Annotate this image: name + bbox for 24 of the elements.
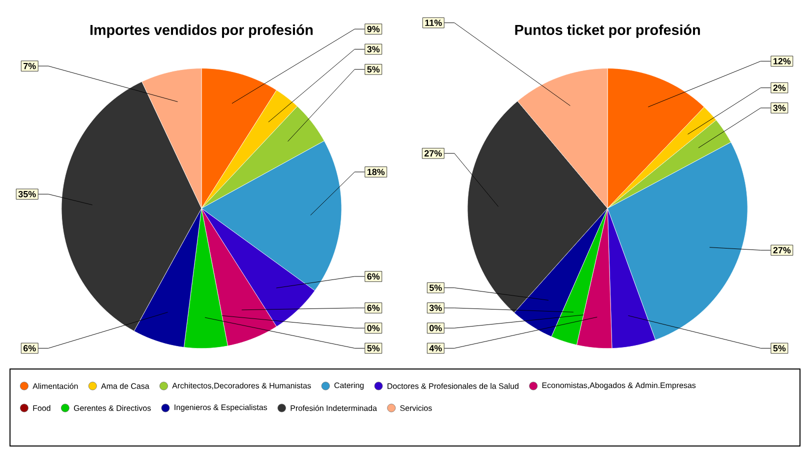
data-label: 12% xyxy=(774,58,791,64)
data-label: 27% xyxy=(773,247,791,254)
data-label: 11% xyxy=(425,20,442,26)
chart-title: Importes vendidos por profesión xyxy=(90,24,313,38)
data-label: 6% xyxy=(367,273,380,280)
data-label: 3% xyxy=(367,46,380,52)
data-label: 27% xyxy=(424,150,442,157)
data-label: 3% xyxy=(773,104,786,112)
data-label: 6% xyxy=(367,304,380,312)
data-label: 2% xyxy=(773,84,786,91)
data-label: 35% xyxy=(18,190,36,198)
data-label: 3% xyxy=(429,304,442,312)
data-label: 7% xyxy=(24,62,36,70)
data-label: 9% xyxy=(367,26,380,32)
text: 0% xyxy=(430,324,442,332)
data-label: 18% xyxy=(367,168,385,176)
data-label: 6% xyxy=(23,345,36,352)
data-label: 5% xyxy=(367,345,380,352)
text: 0% xyxy=(367,324,380,332)
data-label: 5% xyxy=(773,345,786,352)
data-label: 4% xyxy=(429,345,442,352)
data-label: 5% xyxy=(367,66,380,73)
data-label: 5% xyxy=(429,284,442,291)
chart-title: Puntos ticket por profesión xyxy=(515,24,700,38)
